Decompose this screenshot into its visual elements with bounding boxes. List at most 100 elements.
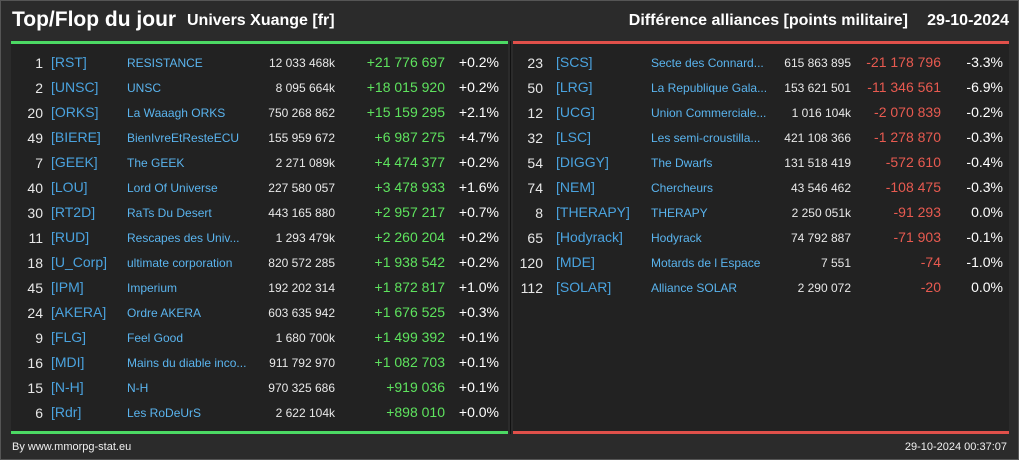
alliance-name[interactable]: Lord Of Universe <box>127 181 218 195</box>
alliance-tag[interactable]: [SCS] <box>556 54 593 70</box>
alliance-tag[interactable]: [UNSC] <box>51 79 99 95</box>
percent-change: -6.9% <box>966 79 1003 95</box>
alliance-tag[interactable]: [BIERE] <box>51 129 101 145</box>
alliance-tag[interactable]: [Hodyrack] <box>556 229 623 245</box>
alliance-name[interactable]: Motards de l Espace <box>651 256 761 270</box>
alliance-tag[interactable]: [THERAPY] <box>556 204 630 220</box>
alliance-tag[interactable]: [MDI] <box>51 354 85 370</box>
alliance-points: 43 546 462 <box>790 181 851 195</box>
alliance-tag[interactable]: [FLG] <box>51 329 87 345</box>
alliance-name[interactable]: THERAPY <box>651 206 708 220</box>
alliance-name[interactable]: UNSC <box>127 81 162 95</box>
alliance-tag[interactable]: [NEM] <box>556 179 595 195</box>
alliance-tag[interactable]: [MDE] <box>556 254 595 270</box>
alliance-name[interactable]: The GEEK <box>127 156 185 170</box>
percent-change: +0.2% <box>458 229 499 245</box>
alliance-rank: 30 <box>27 205 43 221</box>
percent-change: +2.1% <box>458 104 499 120</box>
alliance-tag[interactable]: [AKERA] <box>51 304 107 320</box>
points-difference: -11 346 561 <box>867 79 941 95</box>
percent-change: +4.7% <box>458 129 499 145</box>
alliance-tag[interactable]: [U_Corp] <box>51 254 108 270</box>
alliance-name[interactable]: RaTs Du Desert <box>127 206 212 220</box>
alliance-name[interactable]: BienIvreEtResteECU <box>127 131 240 145</box>
top-row: 1 [RST] RESISTANCE 12 033 468k +21 776 697 +0… <box>11 51 508 76</box>
alliance-rank: 15 <box>27 380 43 396</box>
alliance-name[interactable]: La Waaagh ORKS <box>127 106 226 120</box>
points-difference: +21 776 697 <box>366 54 445 70</box>
alliance-name[interactable]: Imperium <box>127 281 178 295</box>
alliance-tag[interactable]: [IPM] <box>51 279 84 295</box>
alliance-rank: 120 <box>519 255 543 271</box>
alliance-name[interactable]: Rescapes des Univ... <box>127 231 240 245</box>
alliance-tag[interactable]: [GEEK] <box>51 154 98 170</box>
alliance-tag[interactable]: [N-H] <box>51 379 84 395</box>
alliance-name[interactable]: Feel Good <box>127 331 184 345</box>
top-row: 40 [LOU] Lord Of Universe 227 580 057 +3 478… <box>11 176 508 201</box>
points-difference: +6 987 275 <box>374 129 445 145</box>
alliance-name[interactable]: Secte des Connard... <box>651 56 764 70</box>
alliance-name[interactable]: Union Commerciale... <box>651 106 767 120</box>
alliance-rank: 74 <box>527 180 543 196</box>
alliance-tag[interactable]: [ORKS] <box>51 104 99 120</box>
alliance-tag[interactable]: [RT2D] <box>51 204 96 220</box>
alliance-name[interactable]: Mains du diable inco... <box>127 356 247 370</box>
alliance-name[interactable]: La Republique Gala... <box>651 81 768 95</box>
points-difference: +3 478 933 <box>374 179 445 195</box>
alliance-name[interactable]: Les RoDeUrS <box>127 406 202 420</box>
percent-change: 0.0% <box>971 204 1003 220</box>
alliance-tag[interactable]: [SOLAR] <box>556 279 612 295</box>
alliance-rank: 12 <box>527 105 543 121</box>
points-difference: +18 015 920 <box>366 79 445 95</box>
alliance-name[interactable]: Alliance SOLAR <box>651 281 738 295</box>
alliance-points: 74 792 887 <box>790 231 851 245</box>
percent-change: -0.3% <box>966 129 1003 145</box>
percent-change: -0.2% <box>966 104 1003 120</box>
alliance-tag[interactable]: [DIGGY] <box>556 154 609 170</box>
alliance-tag[interactable]: [RST] <box>51 54 87 70</box>
points-difference: -74 <box>920 254 941 270</box>
alliance-name[interactable]: The Dwarfs <box>651 156 713 170</box>
top-row: 15 [N-H] N-H 970 325 686 +919 036 +0.1% <box>11 376 508 401</box>
alliance-name[interactable]: ultimate corporation <box>127 256 233 270</box>
top-row: 20 [ORKS] La Waaagh ORKS 750 268 862 +15 159… <box>11 101 508 126</box>
alliance-rank: 32 <box>527 130 543 146</box>
alliance-points: 2 290 072 <box>797 281 851 295</box>
alliance-tag[interactable]: [LOU] <box>51 179 88 195</box>
percent-change: -1.0% <box>966 254 1003 270</box>
alliance-rank: 18 <box>27 255 43 271</box>
alliance-name[interactable]: Ordre AKERA <box>127 306 202 320</box>
percent-change: +1.6% <box>458 179 499 195</box>
alliance-tag[interactable]: [UCG] <box>556 104 595 120</box>
percent-change: +0.0% <box>458 404 499 420</box>
alliance-tag[interactable]: [LSC] <box>556 129 592 145</box>
points-difference: +2 260 204 <box>374 229 445 245</box>
top-row: 30 [RT2D] RaTs Du Desert 443 165 880 +2 957 … <box>11 201 508 226</box>
alliance-points: 2 250 051k <box>791 206 851 220</box>
points-difference: -21 178 796 <box>866 54 941 70</box>
alliance-rank: 49 <box>27 130 43 146</box>
percent-change: -0.3% <box>966 179 1003 195</box>
points-difference: +898 010 <box>386 404 445 420</box>
alliance-name[interactable]: RESISTANCE <box>127 56 203 70</box>
alliance-tag[interactable]: [LRG] <box>556 79 593 95</box>
alliance-tag[interactable]: [Rdr] <box>51 404 82 420</box>
percent-change: +0.1% <box>458 379 499 395</box>
alliance-name[interactable]: Les semi-croustilla... <box>651 131 761 145</box>
alliance-points: 192 202 314 <box>268 281 335 295</box>
alliance-name[interactable]: Chercheurs <box>651 181 714 195</box>
alliance-rank: 40 <box>27 180 43 196</box>
alliance-points: 131 518 419 <box>784 156 851 170</box>
alliance-name[interactable]: Hodyrack <box>651 231 702 245</box>
alliance-rank: 54 <box>527 155 543 171</box>
alliance-points: 12 033 468k <box>268 56 335 70</box>
points-difference: +2 957 217 <box>374 204 445 220</box>
alliance-name[interactable]: N-H <box>127 381 149 395</box>
alliance-tag[interactable]: [RUD] <box>51 229 90 245</box>
percent-change: -3.3% <box>966 54 1003 70</box>
points-difference: +1 676 525 <box>374 304 445 320</box>
top-row: 16 [MDI] Mains du diable inco... 911 792 97… <box>11 351 508 376</box>
top-row: 49 [BIERE] BienIvreEtResteECU 155 959 672 +6… <box>11 126 508 151</box>
alliance-points: 2 622 104k <box>275 406 335 420</box>
alliance-points: 2 271 089k <box>275 156 335 170</box>
